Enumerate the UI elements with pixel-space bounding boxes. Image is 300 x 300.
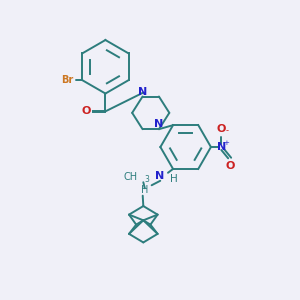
Text: Br: Br bbox=[61, 75, 73, 85]
Text: +: + bbox=[224, 140, 229, 146]
Text: N: N bbox=[155, 171, 164, 181]
Text: H: H bbox=[170, 174, 178, 184]
Text: 3: 3 bbox=[144, 175, 149, 184]
Text: N: N bbox=[217, 142, 226, 152]
Text: N: N bbox=[138, 86, 147, 97]
Text: O: O bbox=[81, 106, 91, 116]
Text: N: N bbox=[154, 118, 164, 129]
Text: O: O bbox=[226, 161, 235, 171]
Text: O: O bbox=[217, 124, 226, 134]
Text: -: - bbox=[226, 126, 229, 135]
Text: H: H bbox=[141, 185, 149, 195]
Text: CH: CH bbox=[123, 172, 137, 182]
